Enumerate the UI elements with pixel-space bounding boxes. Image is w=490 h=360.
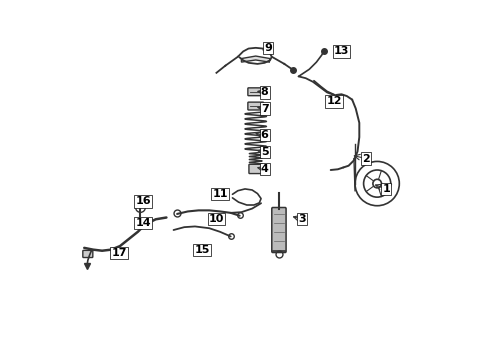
FancyBboxPatch shape xyxy=(248,102,264,110)
Text: 8: 8 xyxy=(261,87,269,98)
Text: 4: 4 xyxy=(261,164,269,174)
Text: 1: 1 xyxy=(382,184,390,194)
Text: 5: 5 xyxy=(261,147,269,157)
Text: 13: 13 xyxy=(334,46,349,57)
Text: 2: 2 xyxy=(363,154,370,163)
Text: 3: 3 xyxy=(298,214,306,224)
FancyBboxPatch shape xyxy=(83,250,93,257)
Text: 9: 9 xyxy=(264,43,272,53)
FancyBboxPatch shape xyxy=(272,207,286,252)
Text: 11: 11 xyxy=(212,189,228,199)
Text: 15: 15 xyxy=(195,245,210,255)
Polygon shape xyxy=(242,56,270,62)
Text: 14: 14 xyxy=(135,218,151,228)
Text: 17: 17 xyxy=(112,248,127,258)
Text: 6: 6 xyxy=(261,130,269,140)
Text: 7: 7 xyxy=(261,104,269,113)
Text: 16: 16 xyxy=(135,197,151,206)
Text: 10: 10 xyxy=(209,214,224,224)
Text: 12: 12 xyxy=(326,96,342,107)
FancyBboxPatch shape xyxy=(249,164,263,174)
FancyBboxPatch shape xyxy=(248,88,264,96)
